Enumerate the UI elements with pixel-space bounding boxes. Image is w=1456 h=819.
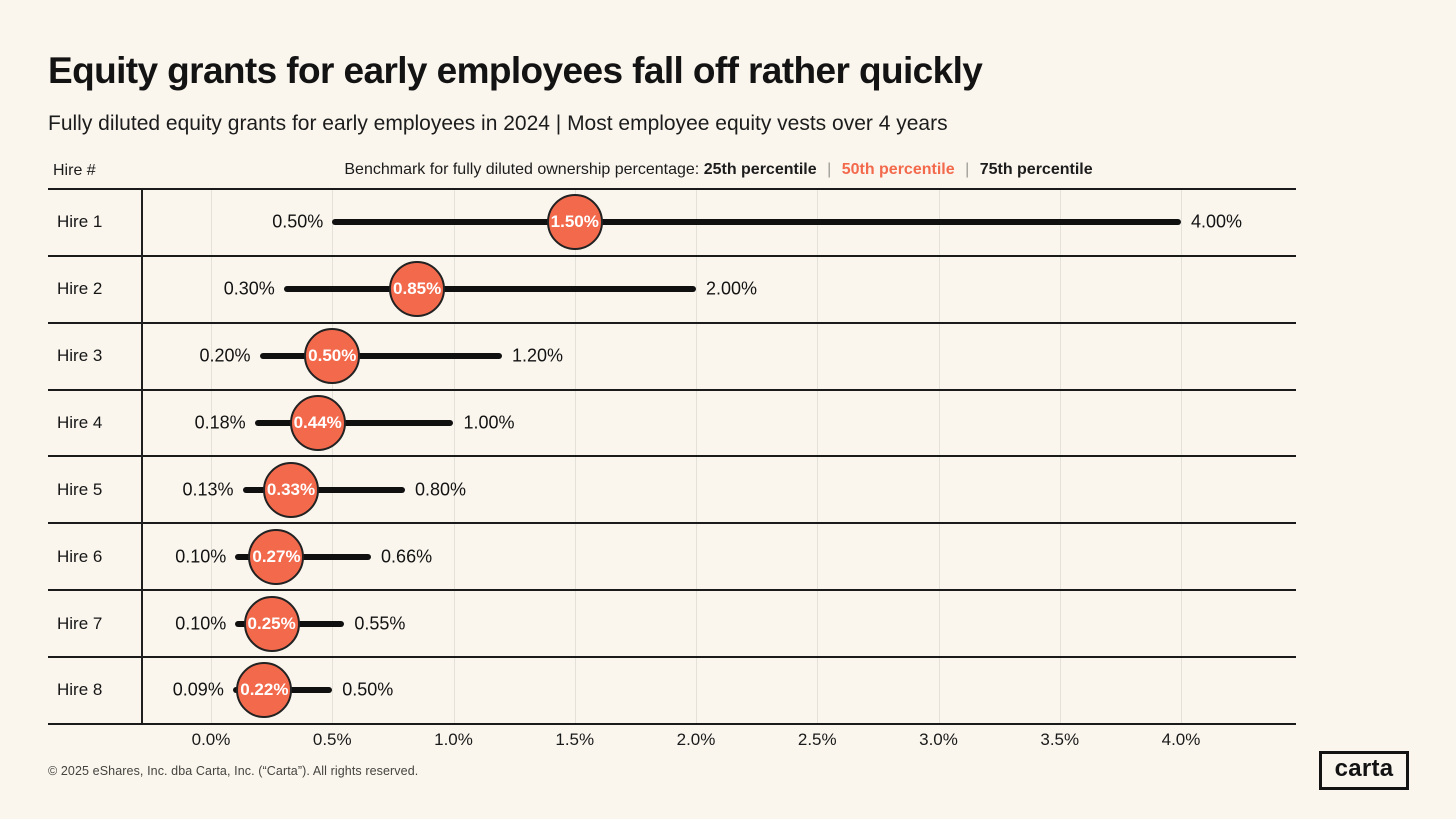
x-axis-tick: 2.0% (676, 730, 716, 749)
hire-label: Hire 6 (57, 546, 103, 566)
p75-value-label: 0.50% (342, 679, 394, 700)
median-marker: 0.25% (243, 595, 300, 652)
x-axis-tick: 4.0% (1161, 730, 1201, 749)
p25-value-label: 0.10% (175, 546, 227, 567)
median-marker: 0.22% (236, 662, 293, 719)
x-axis: 0.0% 0.5% 1.0% 1.5% 2.0% 2.5% 3.0% 3.5% 4.0% (48, 730, 1296, 756)
hire-label: Hire 8 (57, 680, 103, 700)
median-marker: 0.44% (289, 395, 346, 451)
hire-label: Hire 2 (57, 279, 103, 299)
chart-row: Hire 7 0.10% 0.55% 0.25% (48, 591, 1296, 659)
chart-row: Hire 4 0.18% 1.00% 0.44% (48, 391, 1296, 458)
carta-logo: carta (1319, 751, 1409, 790)
x-axis-tick: 0.5% (312, 730, 352, 749)
copyright-footer: © 2025 eShares, Inc. dba Carta, Inc. (“C… (48, 764, 419, 778)
legend-prefix: Benchmark for fully diluted ownership pe… (344, 161, 700, 178)
x-axis-tick: 3.0% (919, 730, 958, 749)
chart-row: Hire 1 0.50% 4.00% 1.50% (48, 190, 1296, 257)
page-title: Equity grants for early employees fall o… (48, 50, 983, 91)
x-axis-tick: 1.0% (434, 730, 473, 749)
x-axis-tick: 1.5% (555, 730, 595, 749)
median-marker: 0.85% (389, 261, 446, 318)
legend-75th-percentile: 75th percentile (979, 161, 1093, 178)
p75-value-label: 1.20% (512, 345, 564, 366)
median-marker: 0.50% (304, 328, 361, 385)
p25-value-label: 0.20% (199, 345, 251, 366)
legend-separator: | (827, 161, 832, 178)
x-axis-tick: 0.0% (191, 730, 231, 749)
hire-label: Hire 4 (57, 413, 103, 432)
p75-value-label: 2.00% (706, 278, 758, 299)
p25-value-label: 0.09% (172, 679, 224, 700)
x-axis-tick: 3.5% (1040, 730, 1080, 749)
p75-value-label: 1.00% (463, 412, 515, 433)
hire-label: Hire 3 (57, 346, 103, 366)
median-marker: 0.27% (248, 528, 305, 585)
p25-value-label: 0.30% (223, 278, 275, 299)
hire-label: Hire 1 (57, 212, 103, 232)
p25-value-label: 0.13% (182, 479, 234, 500)
percentile-range-bar (259, 353, 502, 360)
p75-value-label: 0.66% (381, 546, 433, 567)
percentile-range-bar (283, 286, 696, 293)
chart-row: Hire 3 0.20% 1.20% 0.50% (48, 324, 1296, 391)
legend-separator: | (965, 161, 970, 178)
page-subtitle: Fully diluted equity grants for early em… (48, 112, 948, 135)
chart-row: Hire 2 0.30% 2.00% 0.85% (48, 257, 1296, 324)
percentile-range-bar (242, 486, 405, 493)
p75-value-label: 4.00% (1191, 211, 1243, 232)
chart-row: Hire 6 0.10% 0.66% 0.27% (48, 524, 1296, 592)
benchmark-legend: Benchmark for fully diluted ownership pe… (141, 161, 1296, 179)
hire-label: Hire 5 (57, 479, 103, 499)
median-marker: 0.33% (263, 461, 320, 518)
median-marker: 1.50% (546, 194, 603, 251)
column-divider (141, 190, 143, 723)
p25-value-label: 0.10% (175, 613, 227, 634)
percentile-range-bar (254, 420, 454, 426)
percentile-range-bar (332, 219, 1181, 226)
hire-column-header: Hire # (53, 162, 96, 179)
chart-row: Hire 5 0.13% 0.80% 0.33% (48, 457, 1296, 525)
dumbbell-chart: Hire 1 0.50% 4.00% 1.50% Hire 2 0.30% 2.00% 0.8… (48, 188, 1296, 725)
p25-value-label: 0.18% (194, 412, 246, 433)
p75-value-label: 0.80% (415, 479, 467, 500)
p75-value-label: 0.55% (354, 613, 406, 634)
x-axis-tick: 2.5% (797, 730, 837, 749)
chart-row: Hire 8 0.09% 0.50% 0.22% (48, 658, 1296, 725)
hire-label: Hire 7 (57, 613, 103, 633)
legend-25th-percentile: 25th percentile (703, 161, 817, 178)
legend-50th-percentile: 50th percentile (841, 161, 955, 178)
p25-value-label: 0.50% (272, 211, 324, 232)
